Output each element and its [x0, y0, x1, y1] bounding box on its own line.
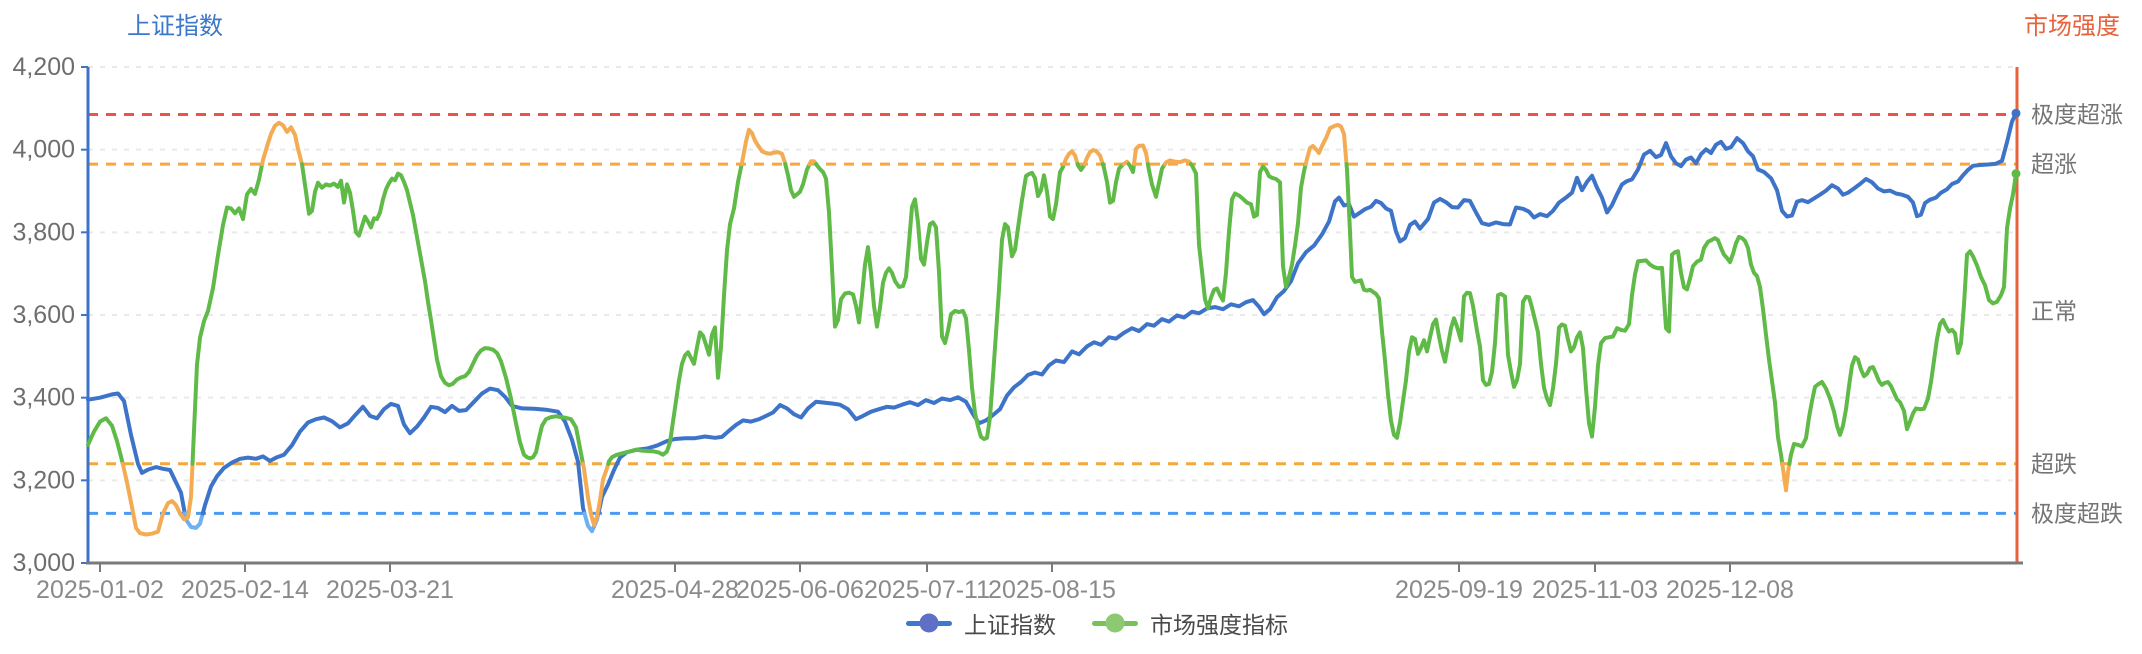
series-line: [783, 162, 812, 199]
legend-item-label: 上证指数: [964, 612, 1056, 638]
y-tick-label: 4,000: [12, 136, 75, 164]
series-line: [1132, 143, 1150, 167]
x-tick-label: 2025-09-19: [1395, 576, 1523, 604]
series-end-dot: [2011, 108, 2021, 118]
series-line: [200, 386, 587, 516]
legend-line-icon: [1092, 613, 1138, 633]
series-line: [1787, 171, 2018, 466]
series-line: [739, 127, 788, 167]
y-tick-label: 3,800: [12, 218, 75, 246]
zone-label: 正常: [2031, 298, 2077, 324]
legend-item-0[interactable]: 上证指数: [906, 606, 1056, 640]
x-tick-label: 2025-11-03: [1532, 576, 1658, 604]
series-line: [606, 162, 744, 466]
left-axis-title: 上证指数: [127, 13, 223, 40]
zone-label: 极度超涨: [2031, 102, 2123, 128]
legend-dot-icon: [1105, 613, 1125, 633]
series-line: [1162, 158, 1193, 167]
series-line: [1189, 162, 1308, 311]
legend-dot-icon: [919, 613, 939, 633]
series-line: [1082, 148, 1105, 167]
series-line: [120, 461, 195, 537]
legend: 上证指数 市场强度指标: [26, 606, 2142, 640]
series-line: [86, 416, 125, 466]
x-tick-label: 2025-08-15: [988, 576, 1116, 604]
zone-label: 超涨: [2031, 151, 2077, 177]
x-tick-label: 2025-01-02: [36, 576, 164, 604]
y-tick-label: 3,200: [12, 466, 75, 494]
series-line: [1145, 162, 1167, 199]
y-tick-label: 4,200: [12, 53, 75, 81]
series-line: [86, 391, 187, 516]
series-line: [1126, 162, 1136, 174]
series-line: [260, 120, 304, 167]
series-line: [1303, 122, 1349, 167]
series-end-dot: [2011, 169, 2021, 179]
zone-label: 超跌: [2031, 451, 2077, 477]
x-tick-label: 2025-02-14: [181, 576, 309, 604]
series-line: [1100, 162, 1126, 205]
series-line: [190, 162, 265, 466]
y-tick-label: 3,000: [12, 549, 75, 577]
y-tick-label: 3,600: [12, 301, 75, 329]
x-tick-label: 2025-06-06: [736, 576, 864, 604]
legend-line-icon: [906, 613, 952, 633]
series-line: [814, 162, 1066, 441]
series-line: [581, 461, 611, 527]
x-tick-label: 2025-12-08: [1666, 576, 1794, 604]
zone-label: 极度超跌: [2031, 500, 2123, 526]
series-line: [596, 111, 2018, 516]
series-line: [1062, 149, 1080, 167]
x-tick-label: 2025-03-21: [326, 576, 454, 604]
x-tick-label: 2025-04-28: [611, 576, 739, 604]
y-tick-label: 3,400: [12, 384, 75, 412]
series-line: [1780, 461, 1792, 493]
series-line: [300, 162, 585, 466]
series-line: [1344, 162, 1785, 466]
right-axis-title: 市场强度: [2024, 13, 2120, 40]
legend-item-label: 市场强度指标: [1150, 612, 1288, 638]
x-tick-label: 2025-07-11: [864, 576, 990, 604]
legend-item-1[interactable]: 市场强度指标: [1092, 606, 1288, 640]
